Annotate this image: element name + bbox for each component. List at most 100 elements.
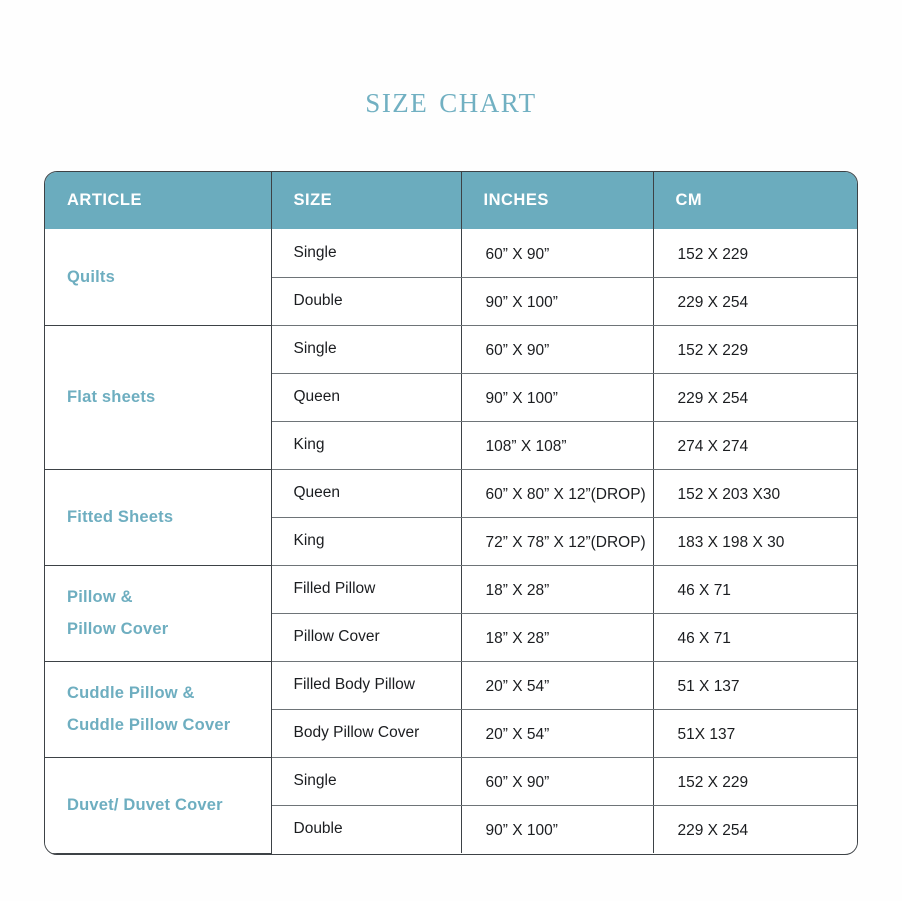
column-header-article: ARTICLE [45,172,272,229]
inches-cell-text: 108” X 108” [485,438,567,455]
cm-cell: 51 X 137 [653,660,857,710]
inches-cell-text: 60” X 80” X 12”(DROP) [485,486,646,503]
size-cell: Queen [271,373,462,422]
column-header-inches: INCHES [461,172,654,229]
inches-cell-text: 90” X 100” [485,390,558,407]
article-label-line: Duvet/ Duvet Cover [67,795,223,814]
cm-cell-text: 274 X 274 [677,438,749,455]
article-label-line: Pillow & [67,587,133,606]
table-row: Quilts Single 60” X 90” 152 X 229 [45,229,857,326]
cm-cell: 152 X 203 X30 [653,468,857,518]
cm-cell-text: 229 X 254 [677,390,749,407]
cm-cell-text: 51 X 137 [677,678,740,695]
column-header-size: SIZE [271,172,462,229]
cm-cell: 229 X 254 [653,277,857,326]
inches-cell-text: 18” X 28” [485,630,550,647]
size-cell-text: Filled Pillow [293,580,376,597]
cm-cell: 51X 137 [653,709,857,758]
cm-cell: 274 X 274 [653,421,857,470]
inches-cell-text: 90” X 100” [485,294,558,311]
cm-cell-text: 229 X 254 [677,294,749,311]
size-cell-text: Double [293,820,343,838]
table-body: Quilts Single 60” X 90” 152 X 229 Double 90” … [45,229,857,854]
size-cell-text: Body Pillow Cover [293,724,420,741]
size-cell: Double [271,277,462,326]
size-cell: Single [271,324,462,374]
cm-cell-text: 183 X 198 X 30 [677,534,785,551]
size-cell-text: Single [293,243,337,261]
size-cell: Single [271,756,462,806]
article-label-line: Pillow Cover [67,620,169,638]
cm-cell: 183 X 198 X 30 [653,517,857,566]
size-cell-text: Queen [293,388,341,405]
inches-cell-text: 60” X 90” [485,245,550,263]
cm-cell: 229 X 254 [653,373,857,422]
cm-cell-text: 152 X 229 [677,342,749,359]
cm-cell: 46 X 71 [653,613,857,662]
inches-cell-text: 60” X 90” [485,342,550,359]
article-cell: Cuddle Pillow & Cuddle Pillow Cover [45,660,272,758]
article-cell: Quilts [45,229,272,326]
size-cell-text: Filled Body Pillow [293,676,415,693]
table-row: King 72” X 78” X 12”(DROP) 183 X 198 X 30 [45,517,857,566]
size-cell-text: Single [293,340,337,357]
cm-cell-text: 152 X 203 X30 [677,486,781,503]
article-label-line: Cuddle Pillow & [67,683,195,702]
size-cell-text: King [293,532,325,549]
cm-cell-text: 152 X 229 [677,245,749,263]
article-cell: Pillow & Pillow Cover [45,564,272,662]
size-cell: Double [271,805,462,853]
size-cell-text: King [293,436,325,453]
inches-cell: 60” X 80” X 12”(DROP) [461,468,654,518]
inches-cell: 60” X 90” [461,229,654,278]
inches-cell: 90” X 100” [461,805,654,853]
size-cell: Body Pillow Cover [271,709,462,758]
article-label-line: Fitted Sheets [67,507,174,526]
size-cell: King [271,421,462,470]
cm-cell: 46 X 71 [653,564,857,614]
cm-cell: 229 X 254 [653,805,857,853]
article-label-line: Cuddle Pillow Cover [67,716,231,734]
inches-cell: 90” X 100” [461,277,654,326]
size-cell: Filled Pillow [271,564,462,614]
article-label-line: Quilts [67,267,115,286]
size-cell-text: Double [293,292,343,309]
table-row: Double 90” X 100” 229 X 254 [45,805,857,853]
inches-cell: 60” X 90” [461,756,654,806]
article-cell: Duvet/ Duvet Cover [45,756,272,854]
table-row: Queen 90” X 100” 229 X 254 [45,373,857,422]
inches-cell-text: 60” X 90” [485,774,550,791]
cm-cell-text: 46 X 71 [677,630,731,647]
size-cell: Pillow Cover [271,613,462,662]
size-cell: King [271,517,462,566]
inches-cell: 18” X 28” [461,613,654,662]
article-cell: Flat sheets [45,324,272,470]
inches-cell: 20” X 54” [461,660,654,710]
size-cell-text: Single [293,772,337,789]
inches-cell: 72” X 78” X 12”(DROP) [461,517,654,566]
inches-cell: 20” X 54” [461,709,654,758]
size-cell: Queen [271,468,462,518]
size-cell: Filled Body Pillow [271,660,462,710]
table-row: Body Pillow Cover 20” X 54” 51X 137 [45,709,857,758]
inches-cell: 60” X 90” [461,324,654,374]
size-cell-text: Pillow Cover [293,628,380,645]
page-title: SIZE CHART [365,79,537,121]
cm-cell-text: 152 X 229 [677,774,749,791]
table-row: King 108” X 108” 274 X 274 [45,421,857,470]
table-row: Pillow Cover 18” X 28” 46 X 71 [45,613,857,662]
table-header: ARTICLE SIZE INCHES CM [45,172,857,229]
cm-cell-text: 51X 137 [677,726,736,743]
inches-cell: 90” X 100” [461,373,654,422]
table-row: Duvet/ Duvet Cover Single 60” X 90” 152 X 2… [45,756,857,854]
column-header-cm: CM [653,172,857,229]
inches-cell-text: 90” X 100” [485,822,558,840]
inches-cell: 18” X 28” [461,564,654,614]
size-cell-text: Queen [293,484,341,501]
size-cell: Single [271,229,462,278]
inches-cell: 108” X 108” [461,421,654,470]
size-chart-table: ARTICLE SIZE INCHES CM Quilts Single 60” X… [45,172,857,854]
size-chart-table-container: ARTICLE SIZE INCHES CM Quilts Single 60” X… [44,171,858,855]
inches-cell-text: 72” X 78” X 12”(DROP) [485,534,646,551]
inches-cell-text: 20” X 54” [485,678,550,695]
